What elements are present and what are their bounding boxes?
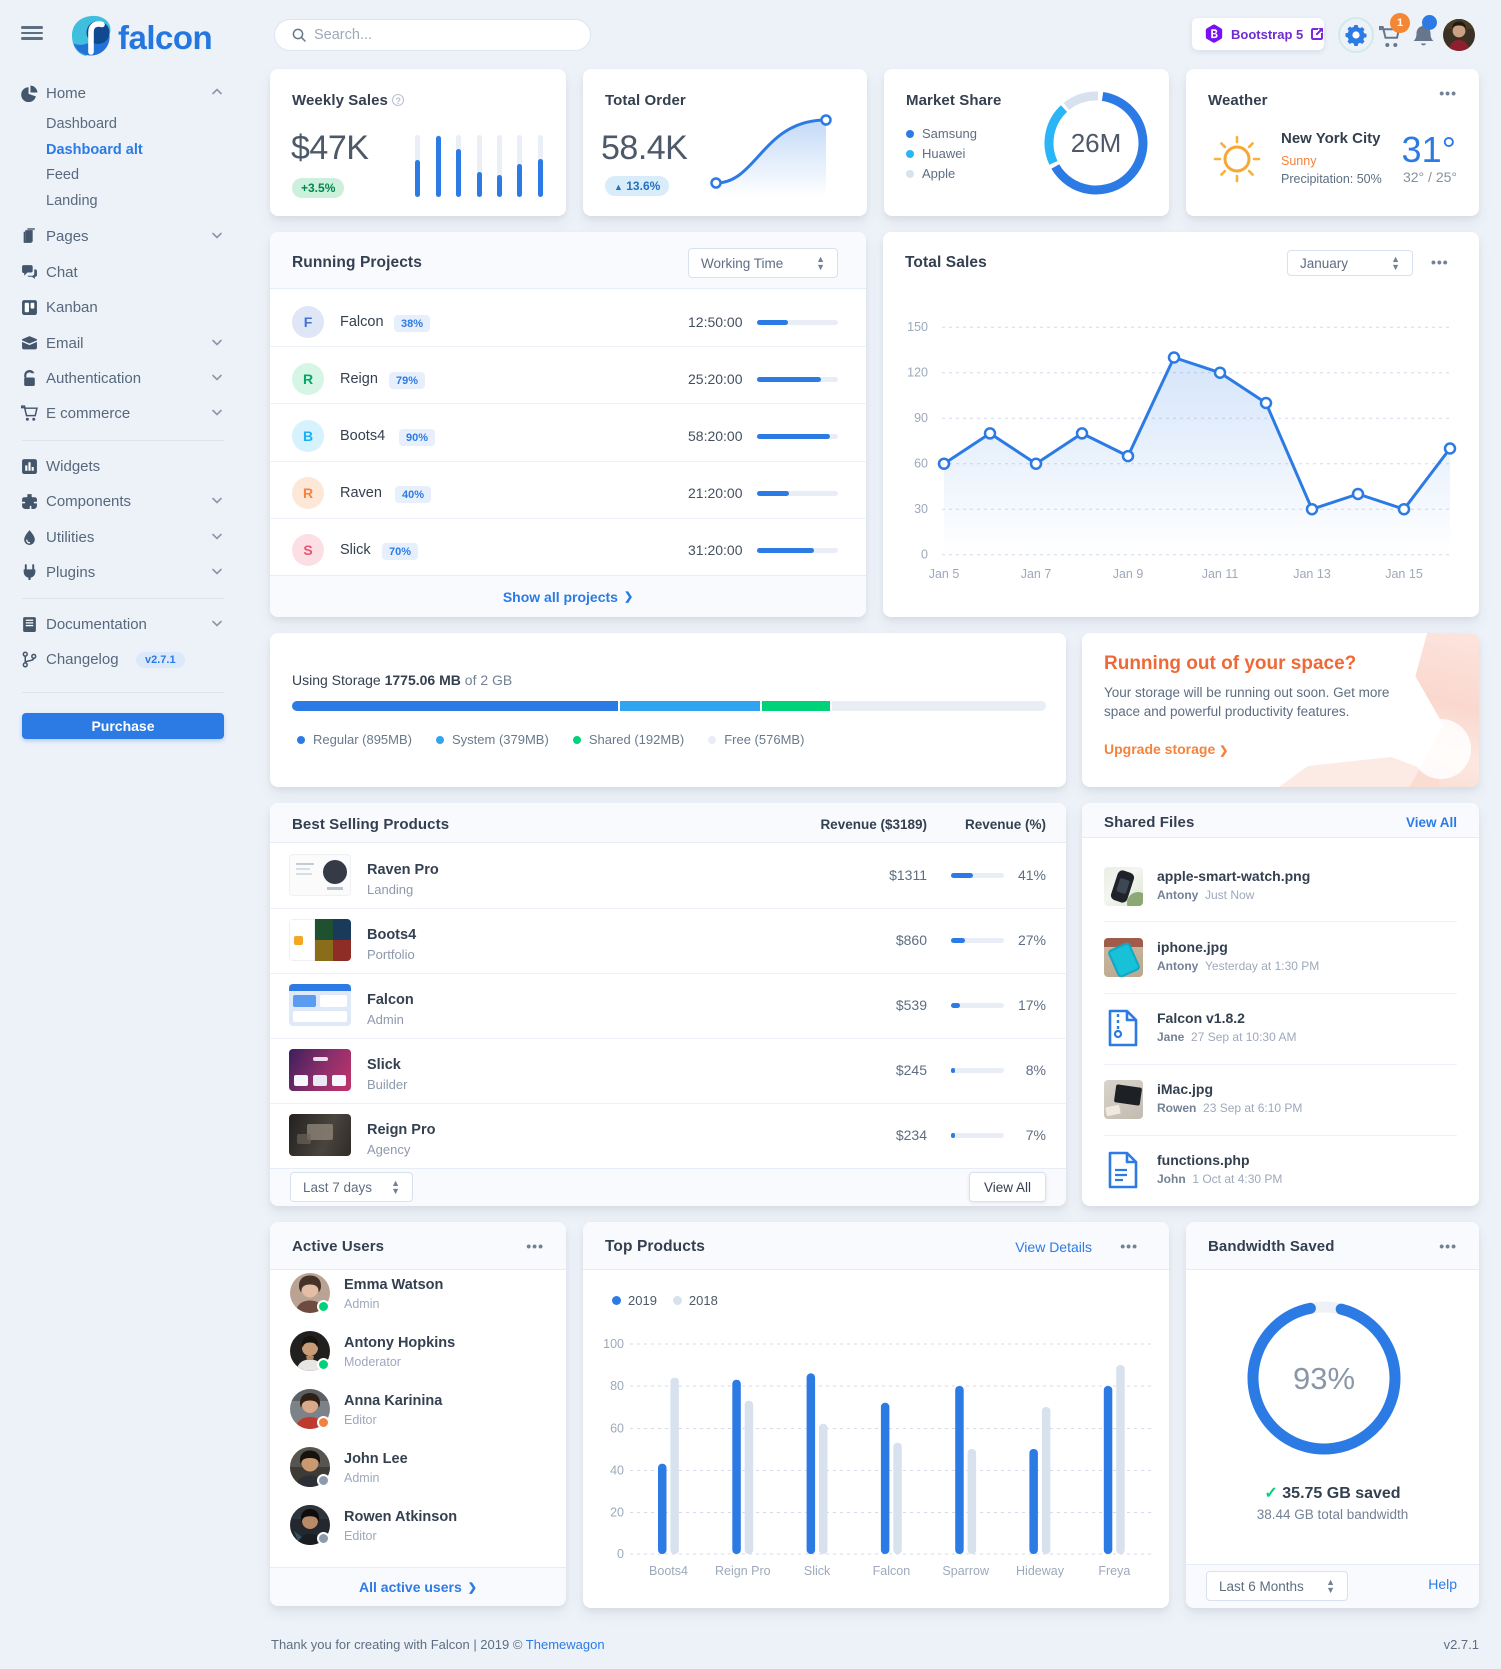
svg-text:Jan 13: Jan 13	[1293, 567, 1331, 581]
svg-text:150: 150	[907, 320, 928, 334]
svg-text:120: 120	[907, 366, 928, 380]
svg-text:Jan 15: Jan 15	[1385, 567, 1423, 581]
svg-text:100: 100	[603, 1337, 624, 1351]
svg-text:Sparrow: Sparrow	[942, 1564, 990, 1578]
svg-text:Freya: Freya	[1098, 1564, 1130, 1578]
svg-text:60: 60	[914, 457, 928, 471]
svg-text:60: 60	[610, 1422, 624, 1436]
svg-text:Jan 5: Jan 5	[929, 567, 960, 581]
svg-text:26M: 26M	[1071, 128, 1122, 158]
svg-text:20: 20	[610, 1506, 624, 1520]
svg-text:93%: 93%	[1293, 1361, 1355, 1396]
svg-text:Boots4: Boots4	[649, 1564, 688, 1578]
svg-text:Reign Pro: Reign Pro	[715, 1564, 771, 1578]
svg-text:Jan 7: Jan 7	[1021, 567, 1052, 581]
svg-text:Falcon: Falcon	[873, 1564, 911, 1578]
svg-text:Slick: Slick	[804, 1564, 831, 1578]
svg-text:Jan 9: Jan 9	[1113, 567, 1144, 581]
svg-text:Hideway: Hideway	[1016, 1564, 1065, 1578]
svg-text:90: 90	[914, 411, 928, 425]
svg-text:0: 0	[617, 1547, 624, 1561]
svg-text:40: 40	[610, 1464, 624, 1478]
svg-text:Jan 11: Jan 11	[1202, 567, 1239, 581]
svg-text:30: 30	[914, 502, 928, 516]
svg-text:0: 0	[921, 548, 928, 562]
svg-text:80: 80	[610, 1379, 624, 1393]
